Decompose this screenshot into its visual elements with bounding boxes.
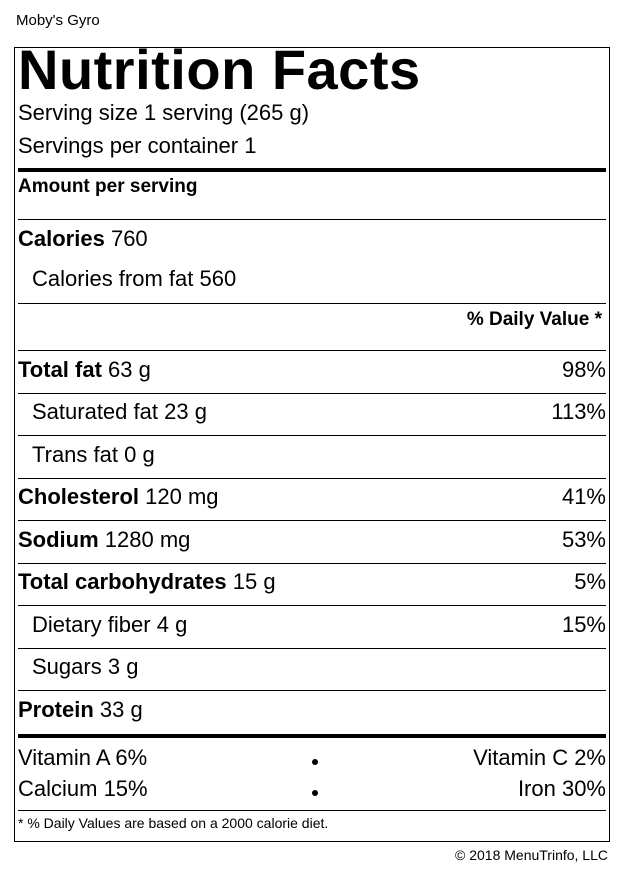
nutrient-amount: 0 g <box>124 442 155 467</box>
servings-per-container: Servings per container 1 <box>18 133 257 158</box>
nutrient-amount: 4 g <box>156 612 188 637</box>
divider <box>18 478 606 479</box>
daily-value-header: % Daily Value * <box>466 309 602 330</box>
nutrient-amount: 3 g <box>107 654 139 679</box>
bullet-icon <box>312 790 318 796</box>
nutrient-dv: 98% <box>561 357 606 382</box>
nutrient-name: Saturated fat <box>32 399 158 424</box>
nutrient-amount: 33 g <box>99 697 143 722</box>
nutrient-name: Protein <box>18 697 94 722</box>
nutrient-dv: 41% <box>561 484 606 509</box>
nutrient-name: Sugars <box>32 654 102 679</box>
thick-divider <box>18 734 606 738</box>
serving-size: Serving size 1 serving (265 g) <box>18 100 310 125</box>
divider <box>18 219 606 220</box>
nutrient-dv: 113% <box>551 399 606 424</box>
divider <box>18 350 606 351</box>
divider <box>18 810 606 811</box>
nutrient-name: Cholesterol <box>18 484 140 509</box>
product-name: Moby's Gyro <box>16 12 100 29</box>
nutrient-name: Sodium <box>18 527 99 552</box>
nutrient-name: Trans fat <box>32 442 118 467</box>
vitamin-a: Vitamin A 6% <box>18 745 148 770</box>
label-title: Nutrition Facts <box>18 38 421 101</box>
calcium: Calcium 15% <box>18 776 148 801</box>
nutrient-amount: 15 g <box>232 569 276 594</box>
footnote: * % Daily Values are based on a 2000 cal… <box>18 815 329 831</box>
divider <box>18 648 606 649</box>
calories-value: 760 <box>110 226 148 251</box>
nutrition-label: Nutrition Facts Serving size 1 serving (… <box>14 42 610 842</box>
divider <box>18 303 606 304</box>
amount-per-serving: Amount per serving <box>18 176 198 197</box>
nutrient-dv: 53% <box>561 527 606 552</box>
nutrient-name: Dietary fiber <box>32 612 151 637</box>
calories-label: Calories <box>18 226 105 251</box>
divider <box>18 393 606 394</box>
divider <box>18 605 606 606</box>
nutrient-amount: 120 mg <box>145 484 219 509</box>
divider <box>18 435 606 436</box>
iron: Iron 30% <box>517 776 606 801</box>
nutrient-amount: 1280 mg <box>104 527 191 552</box>
bullet-icon <box>312 759 318 765</box>
thick-divider <box>18 168 606 172</box>
nutrient-amount: 23 g <box>164 399 207 424</box>
vitamin-c: Vitamin C 2% <box>473 745 606 770</box>
nutrient-name: Total fat <box>18 357 102 382</box>
nutrient-dv: 5% <box>574 569 606 594</box>
calories-from-fat: Calories from fat 560 <box>32 266 237 291</box>
copyright: © 2018 MenuTrinfo, LLC <box>455 847 608 863</box>
nutrient-dv: 15% <box>561 612 606 637</box>
divider <box>18 563 606 564</box>
divider <box>18 690 606 691</box>
nutrient-name: Total carbohydrates <box>18 569 227 594</box>
divider <box>18 520 606 521</box>
nutrient-amount: 63 g <box>108 357 151 382</box>
